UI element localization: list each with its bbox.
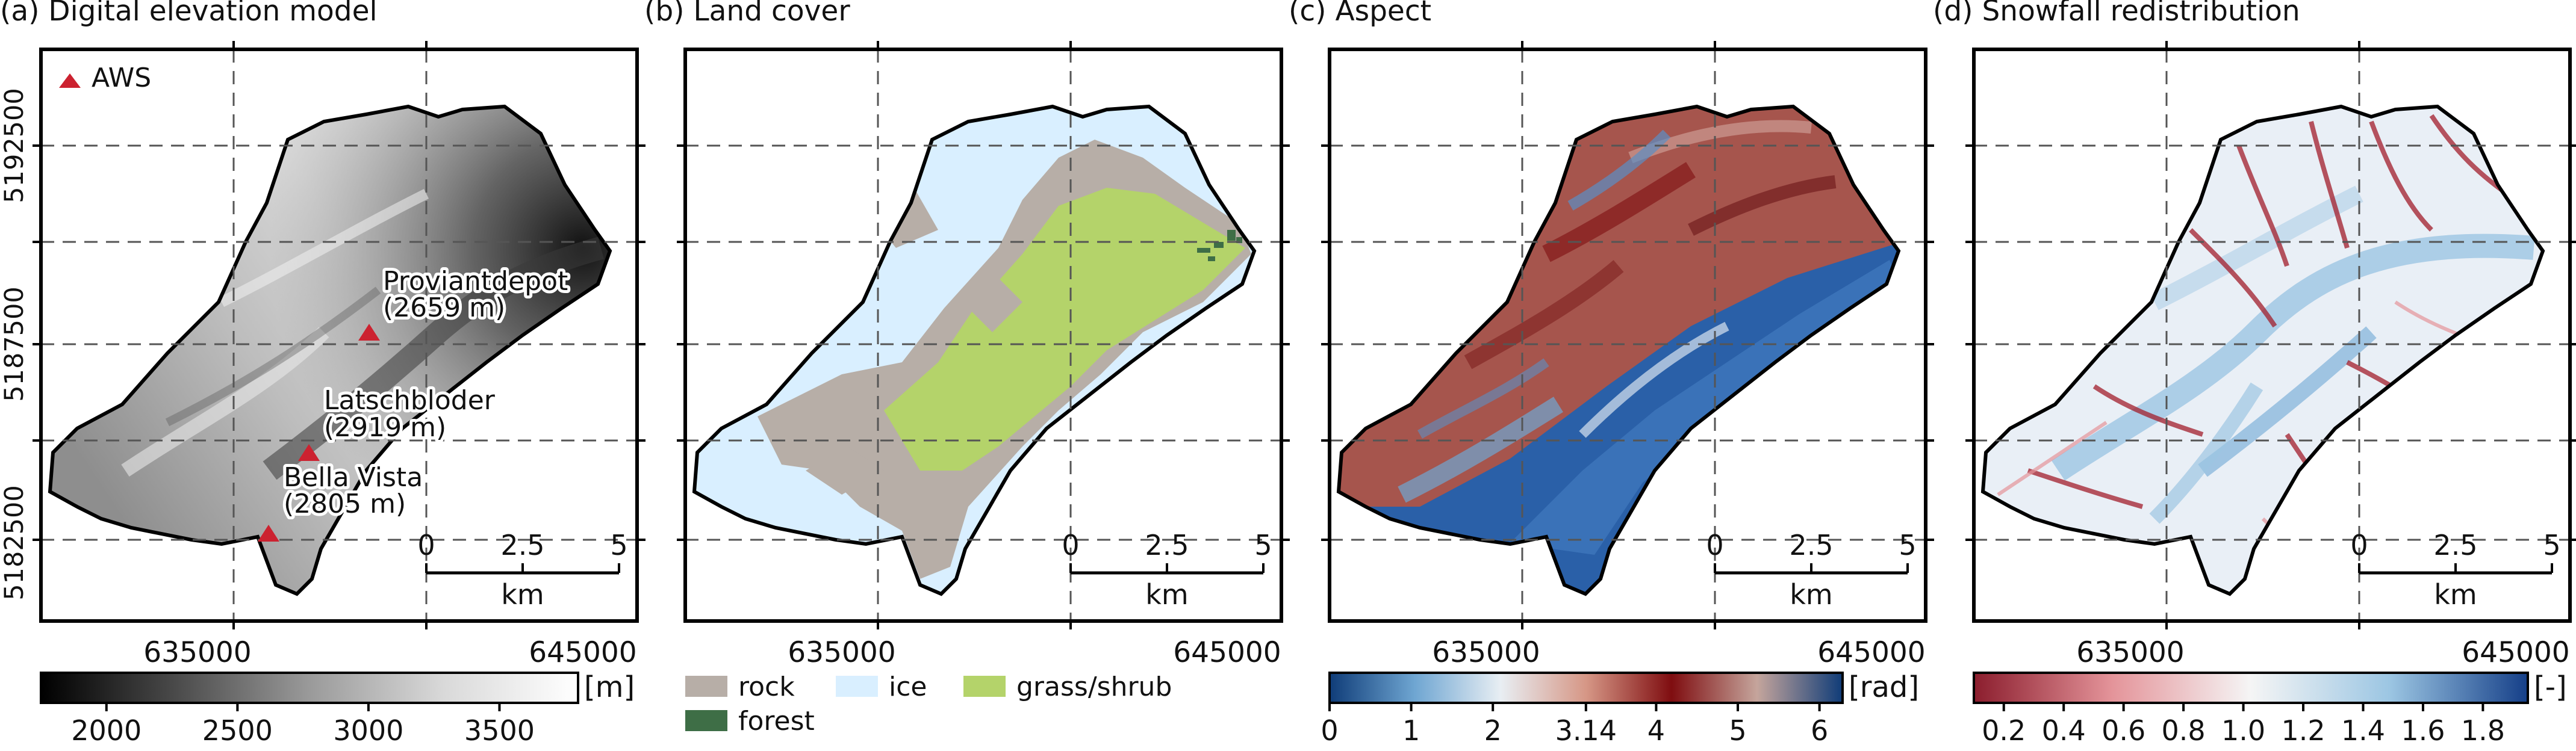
colorbar-tick-label: 1.4 <box>2341 714 2385 747</box>
legend-swatch-rock <box>685 676 727 697</box>
scalebar-tick: 5 <box>1899 529 1916 561</box>
panel-title-aspect: (c) Aspect <box>1289 0 1431 28</box>
colorbar-tick-label: 1 <box>1402 714 1420 747</box>
panel-aspect: (c) Aspect 635000 645000 0 2.5 5 km <box>1289 0 1934 669</box>
aspect-scalebar: 0 2.5 5 km <box>1706 529 1916 611</box>
y-tick-label: 5187500 <box>0 286 30 402</box>
colorbar-snowfall-ticks: 0.2 0.4 0.6 0.8 1.0 1.2 1.4 1.6 1.8 <box>1982 703 2505 747</box>
colorbar-tick-label: 1.6 <box>2401 714 2445 747</box>
colorbar-aspect-unit: [rad] <box>1849 670 1919 704</box>
scalebar-tick: 2.5 <box>1789 529 1833 561</box>
colorbar-tick-label: 2 <box>1484 714 1502 747</box>
scalebar-tick: 0 <box>1706 529 1723 561</box>
colorbar-tick-label: 1.8 <box>2461 714 2505 747</box>
scalebar-tick: 5 <box>1254 529 1272 561</box>
x-tick-label: 645000 <box>529 636 636 669</box>
scalebar-tick: 0 <box>417 529 435 561</box>
x-tick-label: 645000 <box>2462 636 2569 669</box>
colorbar-tick-label: 2500 <box>202 714 273 747</box>
station-name-proviantdepot: Proviantdepot <box>383 266 568 297</box>
snowfall-map <box>1983 107 2543 594</box>
y-tick-label: 5182500 <box>0 485 30 601</box>
scalebar-tick: 2.5 <box>1145 529 1189 561</box>
legend-label-rock: rock <box>738 672 795 702</box>
colorbar-tick-label: 0.4 <box>2042 714 2086 747</box>
legend-swatch-forest <box>685 710 727 731</box>
scalebar-tick: 0 <box>2350 529 2368 561</box>
colorbar-tick-label: 0.2 <box>1982 714 2026 747</box>
colorbar-tick-label: 3000 <box>333 714 403 747</box>
colorbar-tick-label: 1.2 <box>2281 714 2325 747</box>
station-elev-proviantdepot: (2659 m) <box>383 292 505 323</box>
colorbar-tick-label: 4 <box>1647 714 1665 747</box>
legend-label-grass: grass/shrub <box>1016 672 1172 702</box>
station-name-bellavista: Bella Vista <box>284 462 423 493</box>
landcover-scalebar: 0 2.5 5 km <box>1062 529 1272 611</box>
colorbar-tick-label: 0.6 <box>2102 714 2145 747</box>
panel-title-dem: (a) Digital elevation model <box>0 0 378 28</box>
colorbar-tick-label: 6 <box>1811 714 1828 747</box>
scalebar-tick: 5 <box>2543 529 2560 561</box>
scalebar-tick: 5 <box>610 529 627 561</box>
colorbar-dem-unit: [m] <box>584 670 635 704</box>
panel-landcover: (b) Land cover 635000 645000 0 2.5 5 km <box>644 0 1290 669</box>
dem-map <box>50 107 610 594</box>
scalebar-tick: 2.5 <box>2433 529 2477 561</box>
aws-legend-label: AWS <box>92 63 151 93</box>
panel-snowfall: (d) Snowfall redistribution <box>1933 0 2576 669</box>
station-elev-latschbloder: (2919 m) <box>324 412 446 443</box>
colorbar-dem-ticks: 2000 2500 3000 3500 <box>71 703 535 747</box>
legend-label-forest: forest <box>738 706 815 737</box>
scalebar-unit: km <box>501 578 544 611</box>
colorbar-aspect-ticks: 0 1 2 3.14 4 5 6 <box>1321 703 1828 747</box>
station-name-latschbloder: Latschbloder <box>324 385 496 416</box>
x-tick-label: 635000 <box>2076 636 2184 669</box>
scalebar-unit: km <box>1790 578 1832 611</box>
aspect-map <box>1339 107 1899 594</box>
colorbar-dem: [m] 2000 2500 3000 3500 <box>40 670 635 747</box>
legend-label-ice: ice <box>889 672 927 702</box>
snowfall-scalebar: 0 2.5 5 km <box>2350 529 2560 611</box>
colorbar-tick-label: 3500 <box>464 714 535 747</box>
y-tick-label: 5192500 <box>0 88 30 203</box>
landcover-map <box>694 107 1254 594</box>
colorbar-tick-label: 0 <box>1321 714 1338 747</box>
legend-swatch-grass <box>963 676 1006 697</box>
landcover-legend: rock ice grass/shrub forest <box>685 672 1172 737</box>
x-tick-label: 635000 <box>1432 636 1540 669</box>
dem-frame: 635000 645000 5182500 5187500 5192500 <box>0 41 646 669</box>
colorbar-tick-label: 2000 <box>71 714 142 747</box>
scalebar-tick: 2.5 <box>500 529 544 561</box>
aws-marker-latschbloder <box>298 444 320 461</box>
aspect-frame: 635000 645000 <box>1321 41 1934 669</box>
colorbar-snowfall-unit: [-] <box>2534 670 2567 704</box>
snowfall-frame: 635000 645000 <box>1965 41 2576 669</box>
x-tick-label: 645000 <box>1817 636 1925 669</box>
x-tick-label: 635000 <box>788 636 895 669</box>
x-tick-label: 645000 <box>1173 636 1281 669</box>
station-elev-bellavista: (2805 m) <box>284 489 406 519</box>
colorbar-aspect: [rad] 0 1 2 3.14 4 5 6 <box>1321 670 1919 747</box>
legend-swatch-ice <box>836 676 878 697</box>
panel-title-snowfall: (d) Snowfall redistribution <box>1933 0 2300 28</box>
aws-legend-marker <box>59 73 81 88</box>
colorbar-tick-label: 5 <box>1729 714 1746 747</box>
colorbar-tick-label: 1.0 <box>2221 714 2265 747</box>
aws-marker-proviantdepot <box>358 324 380 341</box>
panel-title-landcover: (b) Land cover <box>644 0 850 28</box>
panel-dem: (a) Digital elevation model 635000 645000… <box>0 0 646 669</box>
colorbar-tick-label: 3.14 <box>1555 714 1617 747</box>
scalebar-unit: km <box>1145 578 1188 611</box>
x-tick-label: 635000 <box>143 636 251 669</box>
aws-marker-bellavista <box>258 525 279 542</box>
scalebar-tick: 0 <box>1062 529 1079 561</box>
colorbar-snowfall: [-] 0.2 0.4 0.6 0.8 1.0 1.2 1.4 1.6 1.8 <box>1973 670 2567 747</box>
landcover-frame: 635000 645000 <box>677 41 1290 669</box>
colorbar-tick-label: 0.8 <box>2162 714 2206 747</box>
scalebar-unit: km <box>2434 578 2477 611</box>
dem-scalebar: 0 2.5 5 km <box>417 529 627 611</box>
